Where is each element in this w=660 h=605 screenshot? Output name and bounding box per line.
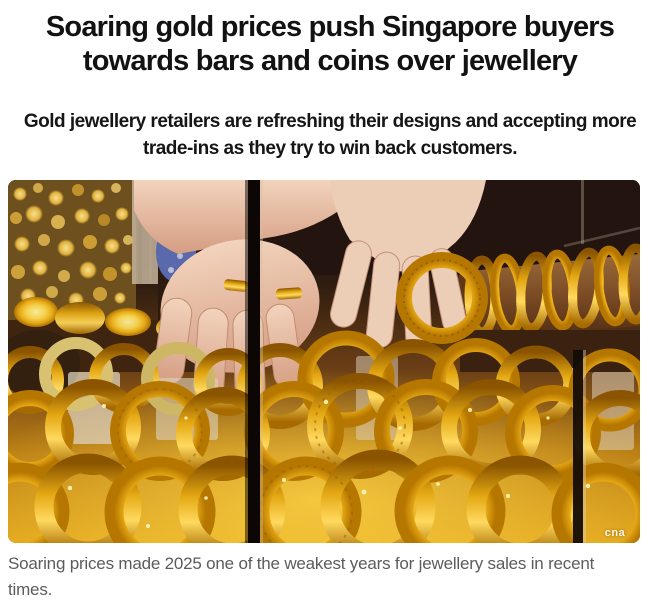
gold-jewellery-photo — [8, 180, 640, 543]
cna-watermark: cna — [598, 180, 632, 539]
right-hand — [330, 180, 486, 353]
article-photo: cna — [8, 180, 640, 543]
bokeh-chains — [8, 180, 136, 330]
cna-watermark-text: cna — [604, 527, 626, 539]
cna-logo-icon — [598, 180, 640, 528]
article-headline: Soaring gold prices push Singapore buyer… — [45, 11, 615, 77]
article-subheading: Gold jewellery retailers are refreshing … — [23, 111, 637, 159]
sparkles — [67, 399, 591, 528]
article-page: Soaring gold prices push Singapore buyer… — [0, 10, 660, 603]
glass-panel-edges — [245, 180, 586, 543]
ornate-bangle — [396, 252, 488, 344]
bangle-row-bottom — [8, 449, 640, 543]
article-caption: Soaring prices made 2025 one of the weak… — [8, 554, 595, 599]
gold-ring-2 — [275, 287, 303, 300]
gold-ring-1 — [223, 279, 249, 292]
